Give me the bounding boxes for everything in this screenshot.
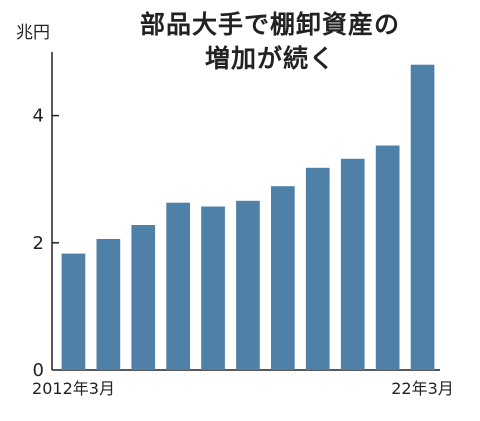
y-tick-label: 4 [33, 106, 44, 127]
chart-title-line-1: 部品大手で棚卸資産の [139, 10, 400, 39]
x-category-label: 2012年3月 [32, 379, 115, 398]
y-tick-label: 0 [33, 360, 44, 381]
chart-title-line-2: 増加が続く [204, 44, 335, 73]
y-axis-unit-label: 兆円 [16, 23, 50, 43]
bar [305, 167, 330, 370]
bar [236, 200, 260, 370]
bar [61, 253, 86, 370]
x-category-label: 22年3月 [391, 379, 454, 398]
bar [201, 206, 225, 370]
bar [131, 225, 156, 370]
bar [271, 186, 295, 370]
bar [96, 239, 121, 370]
bar [375, 145, 400, 370]
bar [166, 202, 190, 370]
bar [410, 64, 435, 370]
chart-title: 部品大手で棚卸資産の 増加が続く [120, 8, 420, 76]
bar [340, 158, 365, 370]
y-tick-label: 2 [33, 233, 44, 254]
